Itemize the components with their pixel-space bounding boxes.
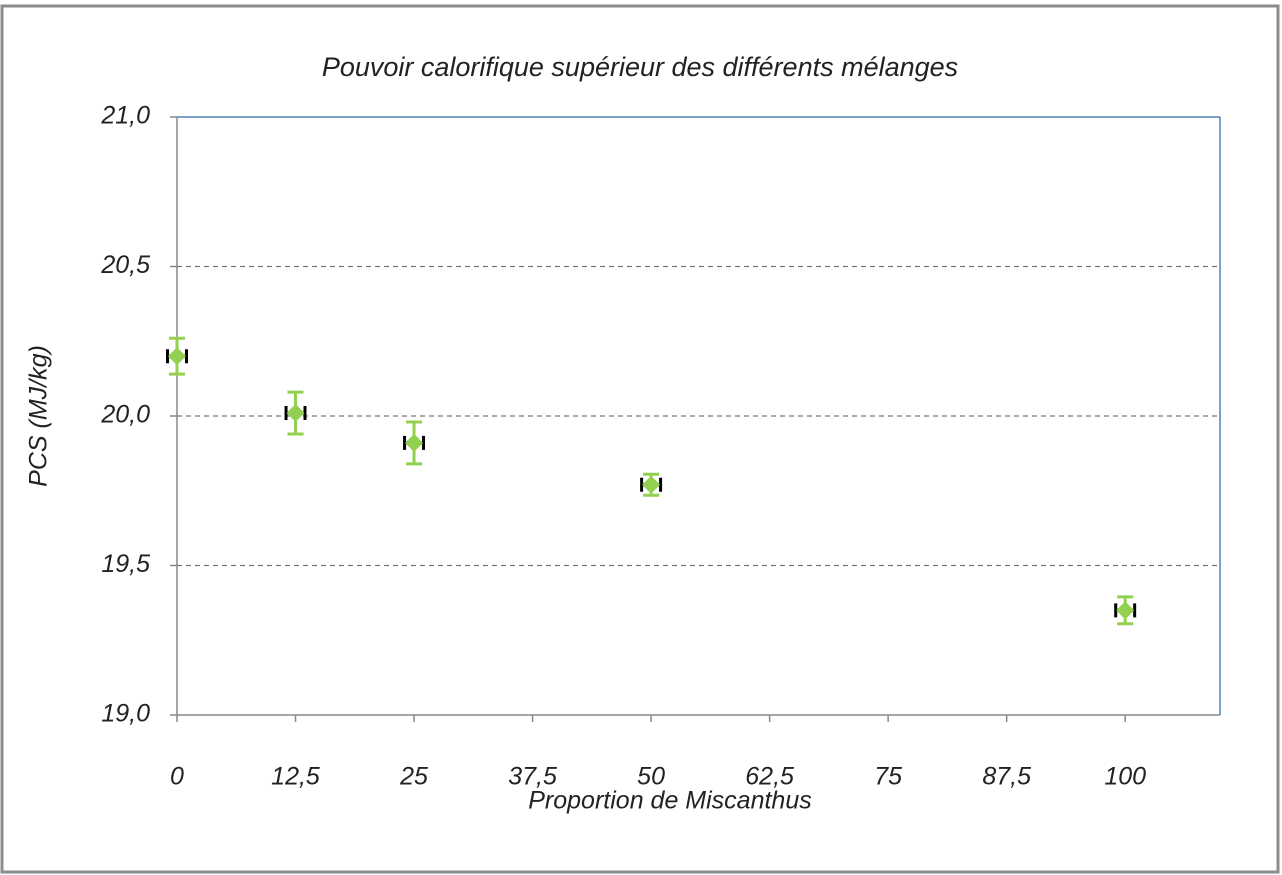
y-tick-label: 19,5 [101, 550, 150, 578]
y-axis-label: PCS (MJ/kg) [25, 345, 53, 487]
chart-frame [0, 4, 1280, 874]
point [286, 404, 305, 423]
x-tick-label: 62,5 [745, 763, 794, 791]
point [168, 347, 186, 366]
point [405, 433, 424, 452]
x-tick-label: 50 [637, 763, 665, 791]
point [642, 475, 661, 494]
point [1116, 601, 1135, 620]
y-tick-label: 20,0 [100, 401, 150, 429]
x-tick-label: 87,5 [982, 763, 1031, 791]
y-tick-label: 20,5 [100, 251, 150, 279]
y-tick-label: 21,0 [100, 102, 150, 130]
chart-title: Pouvoir calorifique supérieur des différ… [322, 52, 958, 82]
x-tick-label: 25 [399, 763, 428, 791]
x-tick-label: 100 [1104, 763, 1146, 791]
y-tick-label: 19,0 [101, 700, 150, 728]
x-tick-label: 12,5 [271, 763, 320, 791]
x-axis-label: Proportion de Miscanthus [528, 787, 811, 815]
x-tick-label: 75 [874, 763, 902, 791]
x-tick-label: 37,5 [508, 763, 557, 791]
x-tick-label: 0 [170, 763, 184, 791]
